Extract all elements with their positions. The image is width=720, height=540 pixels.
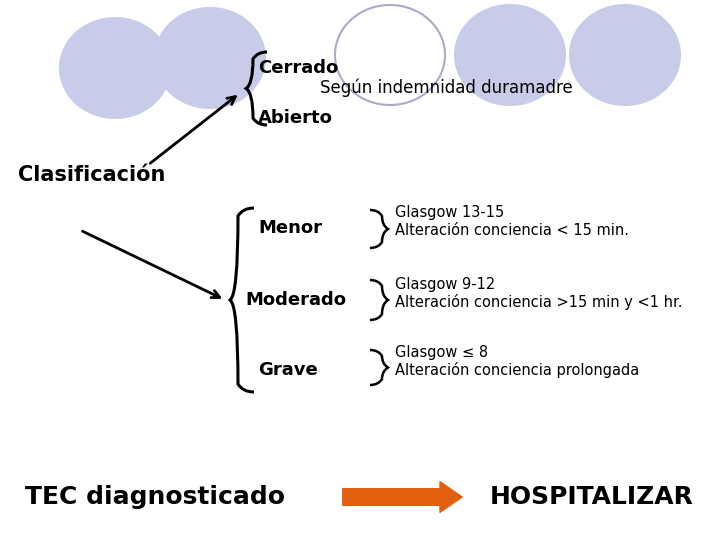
- Text: TEC diagnosticado: TEC diagnosticado: [25, 485, 285, 509]
- Text: Menor: Menor: [258, 219, 322, 237]
- Ellipse shape: [155, 8, 265, 108]
- Text: Glasgow ≤ 8: Glasgow ≤ 8: [395, 345, 488, 360]
- Text: Según indemnidad duramadre: Según indemnidad duramadre: [320, 79, 572, 97]
- Ellipse shape: [335, 5, 445, 105]
- Ellipse shape: [60, 18, 170, 118]
- Text: Alteración conciencia < 15 min.: Alteración conciencia < 15 min.: [395, 223, 629, 238]
- Text: Abierto: Abierto: [258, 109, 333, 127]
- FancyArrowPatch shape: [343, 482, 462, 512]
- Text: Clasificación: Clasificación: [18, 165, 166, 185]
- Text: Grave: Grave: [258, 361, 318, 379]
- Ellipse shape: [455, 5, 565, 105]
- Text: Cerrado: Cerrado: [258, 59, 338, 77]
- Text: Alteración conciencia prolongada: Alteración conciencia prolongada: [395, 362, 639, 378]
- Text: Glasgow 13-15: Glasgow 13-15: [395, 205, 504, 220]
- Text: Moderado: Moderado: [245, 291, 346, 309]
- Ellipse shape: [570, 5, 680, 105]
- Text: HOSPITALIZAR: HOSPITALIZAR: [490, 485, 694, 509]
- Text: Alteración conciencia >15 min y <1 hr.: Alteración conciencia >15 min y <1 hr.: [395, 294, 683, 310]
- Text: Glasgow 9-12: Glasgow 9-12: [395, 277, 495, 292]
